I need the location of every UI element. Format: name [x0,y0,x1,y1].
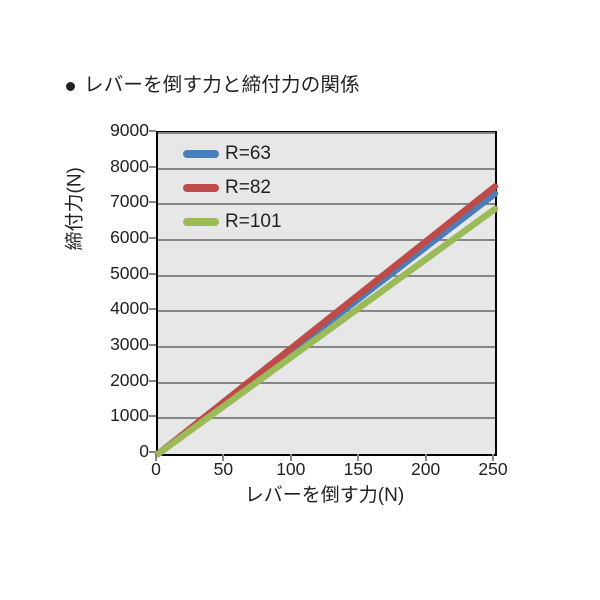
bullet-dot-icon [66,82,75,92]
legend-label: R=63 [225,143,271,164]
legend-entry[interactable]: R=82 [183,178,282,197]
y-tick-mark [149,451,156,453]
series-line-r-101 [154,205,499,458]
gridline [158,167,495,170]
x-axis-tick-marks [0,454,600,462]
y-tick-mark [149,130,156,132]
x-axis-tick-labels: 0 50 100 150 200 250 [0,459,600,485]
legend-swatch-icon [183,217,219,226]
legend-label: R=82 [225,177,271,198]
legend-swatch-icon [183,149,219,158]
y-tick-label: 4000 [110,298,149,319]
gridline [158,274,495,277]
gridlines [158,132,495,454]
x-tick-label: 50 [213,459,234,479]
x-tick-mark [155,454,157,461]
y-tick-label: 6000 [110,227,149,247]
x-tick-label: 200 [410,459,441,479]
chart-title-text: レバーを倒す力と締付力の関係 [84,74,360,96]
y-tick-label: 0 [139,441,149,461]
y-tick-label: 1000 [110,405,149,426]
chart-legend: R=63 R=82 R=101 [183,144,282,231]
gridline [158,310,495,313]
y-tick-label: 2000 [110,369,149,390]
legend-label: R=101 [225,211,282,232]
gridline [158,239,495,241]
y-tick-mark [149,165,156,168]
y-tick-label: 5000 [110,262,149,283]
x-tick-label: 100 [276,459,306,479]
plot-area: R=63 R=82 R=101 [154,131,499,458]
y-tick-label: 3000 [110,334,149,354]
y-tick-mark [149,344,156,346]
gridline [158,381,495,384]
y-tick-label: 8000 [110,155,149,176]
x-tick-mark [222,454,225,461]
y-tick-mark [149,379,156,382]
x-tick-mark [357,454,360,461]
legend-swatch-icon [183,183,219,192]
x-tick-label: 150 [343,459,373,479]
gridline [158,417,495,420]
gridline [158,132,495,134]
gridline [158,346,495,348]
y-tick-mark [149,415,156,418]
y-tick-label: 9000 [110,120,149,140]
x-tick-mark [492,454,494,461]
y-axis-title: 締付力(N) [64,167,86,251]
chart-title: レバーを倒す力と締付力の関係 [66,74,360,96]
y-axis-tick-labels: 0 1000 2000 3000 4000 5000 6000 7000 8000 9000 [93,0,149,600]
y-tick-mark [149,308,156,311]
x-tick-mark [424,454,427,461]
x-tick-label: 0 [151,459,161,479]
y-tick-mark [149,237,156,239]
series-lines [154,183,499,458]
y-tick-label: 7000 [110,191,149,212]
x-tick-mark [289,454,292,461]
legend-entry[interactable]: R=101 [183,212,282,231]
x-tick-label: 250 [478,459,508,479]
legend-entry[interactable]: R=63 [183,144,282,163]
gridline [158,203,495,206]
y-axis-tick-marks [149,0,157,600]
x-axis-title: レバーを倒す力(N) [244,485,405,506]
y-tick-mark [149,201,156,204]
y-tick-mark [149,272,156,275]
